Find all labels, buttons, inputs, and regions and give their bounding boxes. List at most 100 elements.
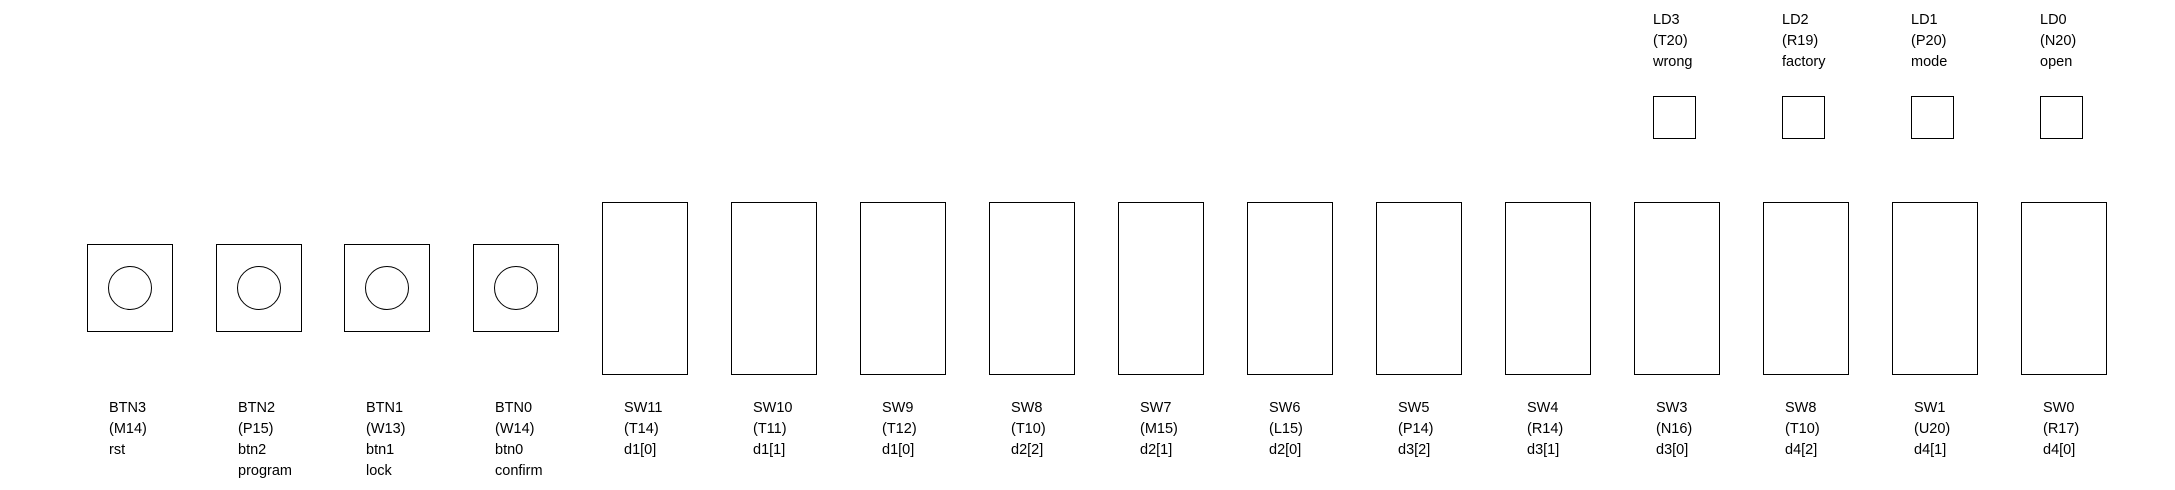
led-label: LD1 (P20) mode — [1911, 10, 1947, 73]
switch-label: SW8 (T10) d2[2] — [1011, 398, 1046, 461]
button-extra: lock — [366, 463, 392, 479]
switch-pin: (M15) — [1140, 421, 1178, 437]
switch-label: SW9 (T12) d1[0] — [882, 398, 917, 461]
button-circle — [365, 266, 409, 310]
switch-pin: (T14) — [624, 421, 659, 437]
button-extra: confirm — [495, 463, 543, 479]
button-label: BTN3 (M14) rst — [109, 398, 147, 461]
switch-name: SW0 — [2043, 400, 2075, 416]
switch-label: SW10 (T11) d1[1] — [753, 398, 793, 461]
switch-name: SW3 — [1656, 400, 1688, 416]
button-circle — [108, 266, 152, 310]
switch-label: SW3 (N16) d3[0] — [1656, 398, 1692, 461]
led-name: LD2 — [1782, 12, 1809, 28]
switch-outline — [1376, 202, 1462, 375]
switch-label: SW5 (P14) d3[2] — [1398, 398, 1433, 461]
button-circle — [237, 266, 281, 310]
switch-outline — [2021, 202, 2107, 375]
button-name: BTN2 — [238, 400, 276, 416]
led-pin: (R19) — [1782, 33, 1819, 49]
button-signal: rst — [109, 442, 126, 458]
button-label: BTN0 (W14) btn0 confirm — [495, 398, 543, 482]
led-label: LD3 (T20) wrong — [1653, 10, 1693, 73]
switch-outline — [989, 202, 1075, 375]
button-signal: btn1 — [366, 442, 395, 458]
button-label: BTN2 (P15) btn2 program — [238, 398, 292, 482]
led-indicator — [2040, 96, 2083, 139]
led-pin: (P20) — [1911, 33, 1947, 49]
led-label: LD2 (R19) factory — [1782, 10, 1826, 73]
switch-label: SW8 (T10) d4[2] — [1785, 398, 1820, 461]
button-circle — [494, 266, 538, 310]
button-name: BTN3 — [109, 400, 147, 416]
button-pin: (P15) — [238, 421, 274, 437]
led-pin: (N20) — [2040, 33, 2077, 49]
switch-name: SW8 — [1785, 400, 1817, 416]
led-label: LD0 (N20) open — [2040, 10, 2076, 73]
switch-name: SW9 — [882, 400, 914, 416]
led-pin: (T20) — [1653, 33, 1688, 49]
led-name: LD0 — [2040, 12, 2067, 28]
button-pin: (W14) — [495, 421, 535, 437]
switch-outline — [1763, 202, 1849, 375]
switch-signal: d4[1] — [1914, 442, 1947, 458]
button-pin: (M14) — [109, 421, 147, 437]
switch-name: SW6 — [1269, 400, 1301, 416]
button-extra: program — [238, 463, 292, 479]
switch-name: SW8 — [1011, 400, 1043, 416]
led-name: LD1 — [1911, 12, 1938, 28]
switch-outline — [1118, 202, 1204, 375]
switch-label: SW0 (R17) d4[0] — [2043, 398, 2079, 461]
switch-signal: d2[0] — [1269, 442, 1302, 458]
switch-name: SW5 — [1398, 400, 1430, 416]
switch-signal: d1[0] — [882, 442, 915, 458]
switch-name: SW4 — [1527, 400, 1559, 416]
led-signal: open — [2040, 54, 2073, 70]
led-signal: wrong — [1653, 54, 1693, 70]
switch-signal: d3[0] — [1656, 442, 1689, 458]
switch-pin: (T11) — [753, 421, 787, 437]
led-indicator — [1653, 96, 1696, 139]
button-name: BTN1 — [366, 400, 404, 416]
switch-label: SW1 (U20) d4[1] — [1914, 398, 1950, 461]
switch-pin: (R17) — [2043, 421, 2080, 437]
switch-pin: (U20) — [1914, 421, 1951, 437]
button-name: BTN0 — [495, 400, 533, 416]
switch-pin: (T10) — [1011, 421, 1046, 437]
switch-outline — [602, 202, 688, 375]
switch-signal: d1[0] — [624, 442, 657, 458]
button-signal: btn0 — [495, 442, 524, 458]
led-signal: factory — [1782, 54, 1826, 70]
switch-pin: (L15) — [1269, 421, 1303, 437]
switch-outline — [1634, 202, 1720, 375]
led-name: LD3 — [1653, 12, 1680, 28]
button-outline — [473, 244, 559, 332]
switch-pin: (T12) — [882, 421, 917, 437]
switch-name: SW7 — [1140, 400, 1172, 416]
switch-signal: d1[1] — [753, 442, 786, 458]
switch-pin: (R14) — [1527, 421, 1564, 437]
switch-pin: (P14) — [1398, 421, 1434, 437]
switch-label: SW7 (M15) d2[1] — [1140, 398, 1178, 461]
switch-label: SW11 (T14) d1[0] — [624, 398, 662, 461]
switch-label: SW6 (L15) d2[0] — [1269, 398, 1303, 461]
button-label: BTN1 (W13) btn1 lock — [366, 398, 405, 482]
switch-outline — [1892, 202, 1978, 375]
led-indicator — [1782, 96, 1825, 139]
button-signal: btn2 — [238, 442, 267, 458]
switch-name: SW1 — [1914, 400, 1946, 416]
switch-pin: (T10) — [1785, 421, 1820, 437]
switch-signal: d2[1] — [1140, 442, 1173, 458]
switch-signal: d4[2] — [1785, 442, 1818, 458]
switch-signal: d2[2] — [1011, 442, 1044, 458]
switch-name: SW11 — [624, 400, 663, 416]
switch-name: SW10 — [753, 400, 793, 416]
button-pin: (W13) — [366, 421, 406, 437]
switch-signal: d3[1] — [1527, 442, 1560, 458]
switch-label: SW4 (R14) d3[1] — [1527, 398, 1563, 461]
led-indicator — [1911, 96, 1954, 139]
switch-outline — [1505, 202, 1591, 375]
switch-pin: (N16) — [1656, 421, 1693, 437]
switch-signal: d3[2] — [1398, 442, 1431, 458]
switch-outline — [860, 202, 946, 375]
